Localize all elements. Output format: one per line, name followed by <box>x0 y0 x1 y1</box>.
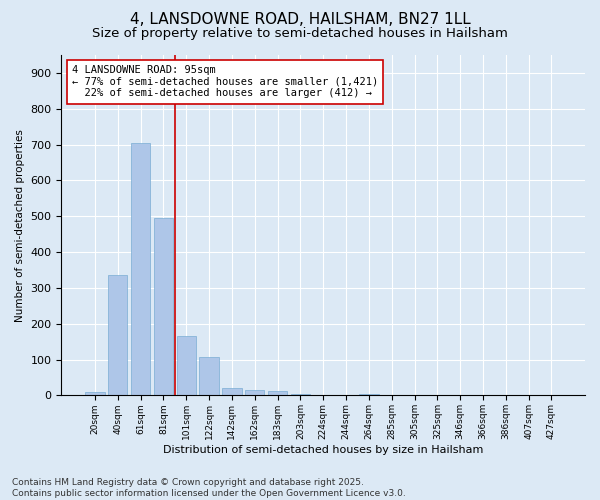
Text: 4 LANSDOWNE ROAD: 95sqm
← 77% of semi-detached houses are smaller (1,421)
  22% : 4 LANSDOWNE ROAD: 95sqm ← 77% of semi-de… <box>72 65 378 98</box>
Bar <box>222 388 242 396</box>
Bar <box>245 390 265 396</box>
Bar <box>268 391 287 396</box>
Text: 4, LANSDOWNE ROAD, HAILSHAM, BN27 1LL: 4, LANSDOWNE ROAD, HAILSHAM, BN27 1LL <box>130 12 470 28</box>
Bar <box>199 357 219 396</box>
Bar <box>108 276 127 396</box>
Text: Contains HM Land Registry data © Crown copyright and database right 2025.
Contai: Contains HM Land Registry data © Crown c… <box>12 478 406 498</box>
Bar <box>176 336 196 396</box>
Bar <box>131 143 150 396</box>
Bar <box>154 218 173 396</box>
Text: Size of property relative to semi-detached houses in Hailsham: Size of property relative to semi-detach… <box>92 28 508 40</box>
X-axis label: Distribution of semi-detached houses by size in Hailsham: Distribution of semi-detached houses by … <box>163 445 484 455</box>
Bar <box>359 394 379 396</box>
Bar <box>290 394 310 396</box>
Y-axis label: Number of semi-detached properties: Number of semi-detached properties <box>15 129 25 322</box>
Bar <box>85 392 104 396</box>
